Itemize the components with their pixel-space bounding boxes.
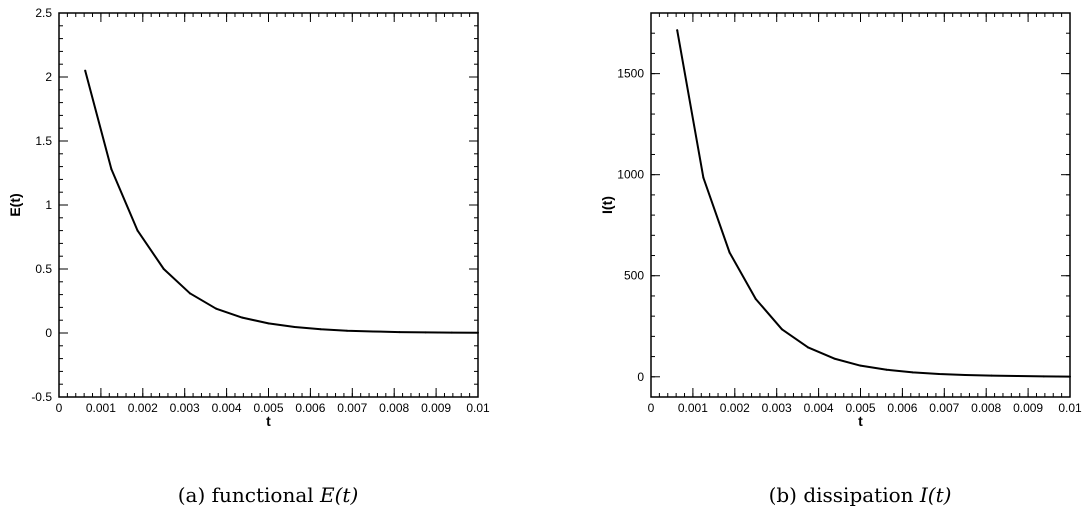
x-tick-label: 0.004: [212, 401, 242, 415]
x-tick-label: 0.01: [466, 401, 490, 415]
data-point: [162, 268, 165, 270]
y-tick-label: 1.5: [35, 134, 52, 148]
y-tick-label: 0.5: [35, 262, 52, 276]
x-tick-label: 0.007: [929, 401, 959, 415]
x-tick-label: 0.004: [804, 401, 834, 415]
x-axis-label: t: [266, 413, 271, 429]
data-point: [676, 29, 679, 32]
data-point: [215, 307, 218, 310]
data-point: [885, 368, 888, 371]
data-point: [964, 373, 967, 376]
data-point: [780, 328, 783, 331]
y-axis-label: I(t): [599, 196, 615, 214]
caption-text: (b) dissipation: [769, 483, 920, 507]
data-point: [911, 371, 914, 374]
data-point: [1016, 374, 1019, 377]
data-point: [424, 331, 427, 334]
caption-text: (a) functional: [178, 483, 320, 507]
figure-caption: (b) dissipation I(t): [769, 483, 952, 507]
data-point: [450, 331, 453, 334]
y-tick-label: 2.5: [35, 6, 52, 20]
caption-math: I(t): [919, 483, 952, 507]
x-tick-label: 0.001: [678, 401, 708, 415]
x-tick-label: 0.006: [295, 401, 325, 415]
x-tick-label: 0.006: [887, 401, 917, 415]
x-tick-label: 0.007: [337, 401, 367, 415]
y-tick-label: 1: [45, 198, 52, 212]
data-point: [136, 229, 139, 232]
panel-dissipation: 0 0.001 0.002 0.003 0.004 0.005 0.006 0.007 0.00…: [599, 12, 1082, 507]
y-tick-label: 2: [45, 70, 52, 84]
x-tick-label: 0.001: [86, 401, 116, 415]
y-tick-label: 1500: [617, 67, 644, 81]
y-axis-label: E(t): [7, 193, 23, 216]
y-tick-label: 1000: [617, 168, 644, 182]
x-tick-label: 0.009: [421, 401, 451, 415]
x-tick-label: 0: [56, 401, 63, 415]
data-point: [807, 346, 810, 349]
x-tick-label: 0.008: [379, 401, 409, 415]
data-point: [859, 364, 862, 367]
data-point: [1042, 375, 1045, 378]
data-point: [372, 330, 375, 333]
x-tick-label: 0.003: [170, 401, 200, 415]
data-point: [477, 331, 479, 334]
data-point: [293, 325, 296, 328]
y-tick-label: -0.5: [31, 390, 52, 404]
series-line: [676, 30, 1071, 378]
data-point: [1069, 375, 1071, 378]
data-point: [110, 168, 113, 171]
data-point: [267, 322, 270, 325]
x-tick-label: 0.009: [1013, 401, 1043, 415]
data-point: [938, 372, 941, 375]
data-point: [84, 69, 87, 72]
x-tick-label: 0.005: [253, 401, 283, 415]
figure-caption: (a) functional E(t): [178, 483, 359, 507]
x-tick-label: 0.002: [128, 401, 158, 415]
data-point: [833, 357, 836, 360]
x-axis-label: t: [858, 413, 863, 429]
x-tick-label: 0.003: [762, 401, 792, 415]
data-point: [754, 297, 757, 300]
x-tick-label: 0: [648, 401, 655, 415]
data-point: [398, 331, 401, 334]
data-point: [188, 292, 191, 295]
plot-frame: [58, 12, 479, 398]
x-tick-label: 0.008: [971, 401, 1001, 415]
y-tick-label: 0: [637, 370, 644, 384]
data-point: [990, 374, 993, 377]
data-point: [319, 328, 322, 331]
data-point: [728, 251, 731, 254]
data-point: [702, 176, 705, 179]
panel-functional: 0 0.001 0.002 0.003 0.004 0.005 0.006 0.007 0.00…: [7, 6, 490, 507]
data-point: [346, 329, 349, 332]
series-line: [84, 70, 479, 334]
x-tick-label: 0.002: [720, 401, 750, 415]
y-tick-label: 500: [624, 269, 644, 283]
x-tick-label: 0.005: [845, 401, 875, 415]
x-tick-label: 0.01: [1058, 401, 1082, 415]
y-tick-label: 0: [45, 326, 52, 340]
data-point: [241, 316, 244, 319]
caption-math: E(t): [319, 483, 358, 507]
